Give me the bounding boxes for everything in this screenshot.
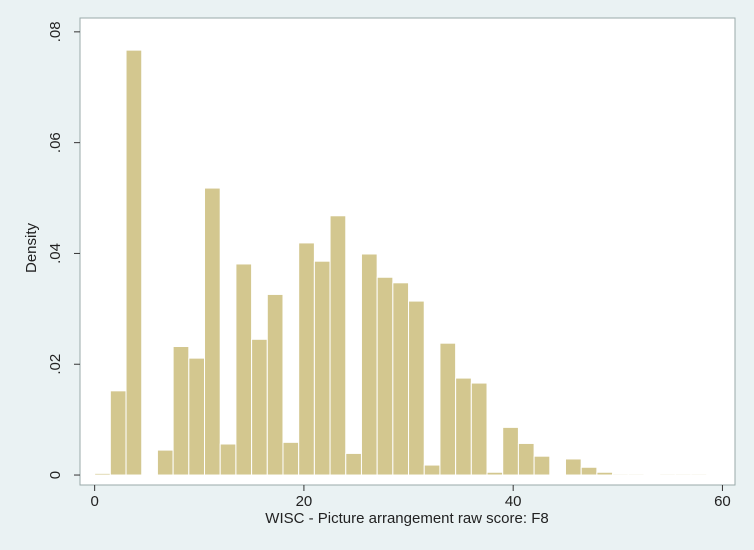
bar [455,377,472,476]
bar [533,455,551,476]
bar [376,276,394,476]
bar [392,282,410,476]
bar [94,472,111,476]
y-tick-label: .04 [47,243,64,264]
bar [282,441,300,476]
bar [408,300,425,476]
bar [329,215,347,476]
bar [659,473,676,476]
y-tick-label: .02 [47,354,64,375]
x-axis-label: WISC - Picture arrangement raw score: F8 [265,510,548,527]
bar [439,342,457,476]
bar [580,466,598,476]
x-tick-label: 40 [505,493,522,510]
x-tick-label: 60 [714,493,731,510]
bar [172,346,190,476]
bar [564,458,582,476]
bar [674,473,692,476]
bar [298,242,315,476]
bar [204,187,221,476]
y-tick-label: .06 [47,132,64,153]
bar [517,442,535,476]
bar [502,426,519,476]
y-tick-label: .08 [47,21,64,42]
bar [470,382,488,476]
bar [690,473,708,476]
y-tick-label: 0 [47,471,64,479]
bar [219,443,237,476]
bar [188,357,206,476]
bar [360,253,378,476]
bar [627,473,645,476]
bar [423,464,441,476]
x-tick-label: 20 [296,493,313,510]
bar [109,390,127,476]
bar [251,338,268,476]
y-axis-label: Density [23,222,40,273]
bar [313,260,331,476]
bar [596,471,614,476]
bar [235,263,253,476]
bar [125,49,143,476]
bar [612,473,629,476]
x-tick-label: 0 [90,493,98,510]
bar [266,293,284,476]
bar [486,471,504,476]
bar [345,452,362,476]
bar [156,449,174,476]
